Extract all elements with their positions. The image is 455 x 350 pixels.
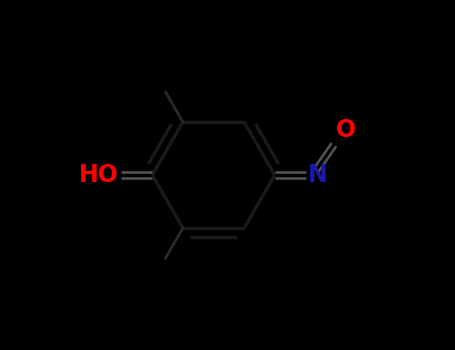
Text: O: O — [336, 118, 356, 142]
Text: N: N — [308, 163, 328, 187]
Text: HO: HO — [79, 163, 119, 187]
